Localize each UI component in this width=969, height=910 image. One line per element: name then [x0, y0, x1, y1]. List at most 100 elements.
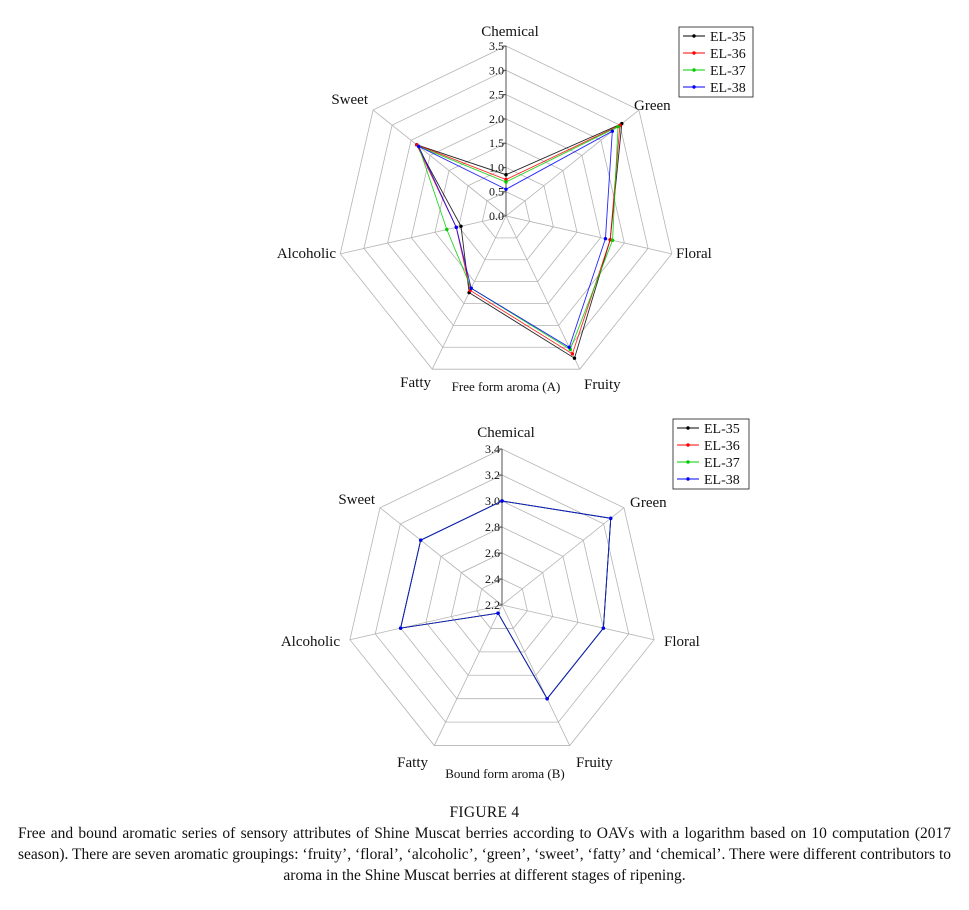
chart-b-point-el-38-green: [609, 516, 613, 520]
chart-a-axis-label-sweet: Sweet: [331, 92, 368, 108]
chart-a-point-el-38-floral: [603, 236, 608, 241]
chart-b-spoke-green: [501, 507, 625, 606]
chart-a-axis-label-fruity: Fruity: [584, 377, 621, 393]
chart-b-grid-ring-2-4: [476, 578, 528, 629]
chart-b-grid-ring-2-8: [425, 526, 579, 676]
chart-a-legend: EL-35 EL-36 EL-37 EL-38: [678, 26, 754, 98]
chart-b-axis-label-fruity: Fruity: [576, 755, 613, 771]
chart-a-title: Free form aroma (A): [452, 379, 561, 394]
chart-a-legend-marker-el-36: [692, 51, 696, 55]
chart-a-axis-label-fatty: Fatty: [400, 375, 431, 391]
chart-b-legend-label-el-37: EL-37: [704, 456, 740, 471]
chart-a-legend-label-el-35: EL-35: [710, 30, 746, 45]
chart-a-grid-ring-2-5: [387, 94, 625, 326]
chart-b-axis-label-sweet: Sweet: [338, 492, 375, 508]
chart-a-tick-label-0-0: 0.0: [489, 209, 504, 223]
chart-b-point-el-38-floral: [601, 626, 606, 630]
figure-4-radar-charts: 0.00.51.01.52.02.53.03.5ChemicalGreenFlo…: [277, 24, 754, 781]
chart-b-tick-label-3-2: 3.2: [485, 468, 500, 482]
chart-a-tick-label-3-5: 3.5: [489, 39, 504, 53]
chart-b-tick-label-2-4: 2.4: [485, 572, 500, 586]
chart-a-tick-label-3-0: 3.0: [489, 63, 504, 77]
chart-a-legend-label-el-37: EL-37: [710, 64, 746, 79]
chart-a-point-el-35-chemical: [504, 173, 508, 177]
chart-b-series-line-el-36: [400, 500, 612, 700]
chart-b-axis-label-chemical: Chemical: [477, 425, 534, 441]
chart-b-series-line-el-38: [400, 500, 612, 700]
chart-a-series-line-el-38: [417, 130, 613, 348]
chart-a-point-el-37-alcoholic: [445, 227, 449, 232]
chart-b-legend: EL-35 EL-36 EL-37 EL-38: [672, 418, 750, 490]
chart-b-tick-label-3-0: 3.0: [485, 494, 500, 508]
chart-a-point-el-37-chemical: [504, 180, 508, 184]
chart-b-tick-label-2-2: 2.2: [485, 598, 500, 612]
chart-b-point-el-38-fruity: [545, 697, 549, 701]
chart-a-point-el-38-green: [610, 129, 615, 133]
chart-b-grid-ring-2-6: [450, 552, 554, 653]
figure-caption-text: Free and bound aromatic series of sensor…: [18, 825, 951, 884]
chart-b-axis-label-fatty: Fatty: [397, 755, 428, 771]
chart-a-series-line-el-36: [415, 124, 621, 355]
chart-a-legend-marker-el-35: [692, 34, 696, 38]
chart-a-series-line-el-35: [415, 122, 623, 359]
chart-b-legend-marker-el-38: [686, 477, 690, 481]
chart-b-title: Bound form aroma (B): [445, 766, 565, 781]
chart-a-point-el-38-chemical: [504, 187, 508, 191]
chart-b-legend-box: [672, 418, 750, 490]
chart-a-axis-label-chemical: Chemical: [481, 24, 538, 40]
chart-a-grid-ring-3-5: [339, 45, 673, 370]
chart-a-point-el-37-floral: [610, 238, 615, 243]
chart-a-tick-label-2-5: 2.5: [489, 88, 504, 102]
chart-a-spoke-fruity: [505, 215, 581, 370]
chart-b-legend-marker-el-37: [686, 460, 690, 464]
chart-b-grid-ring-3-4: [349, 448, 655, 746]
chart-a-spoke-floral: [505, 215, 672, 255]
chart-a-axis-label-floral: Floral: [676, 246, 712, 262]
chart-b-spoke-fatty: [433, 604, 503, 746]
chart-b-legend-marker-el-35: [686, 426, 690, 430]
chart-a-grid-ring-1-0: [458, 166, 554, 261]
chart-b-legend-label-el-38: EL-38: [704, 473, 740, 488]
chart-b-spoke-fruity: [501, 604, 571, 746]
chart-a-legend-box: [678, 26, 754, 98]
chart-b-tick-label-2-8: 2.8: [485, 520, 500, 534]
figure-caption-title: FIGURE 4: [449, 804, 520, 821]
chart-a-point-el-35-fruity: [572, 356, 577, 360]
chart-b-axis-label-floral: Floral: [664, 634, 700, 650]
chart-a-grid-ring-0-5: [481, 191, 531, 239]
chart-b-legend-label-el-35: EL-35: [704, 422, 740, 437]
chart-a-tick-label-2-0: 2.0: [489, 112, 504, 126]
chart-a-point-el-35-alcoholic: [459, 224, 463, 228]
chart-b-tick-label-3-4: 3.4: [485, 442, 500, 456]
chart-a-tick-label-0-5: 0.5: [489, 185, 504, 199]
chart-b-grid-ring-3-2: [374, 474, 630, 723]
chart-b-spoke-alcoholic: [349, 604, 503, 641]
chart-b-point-el-38-fatty: [496, 611, 500, 615]
chart-a-spoke-sweet: [372, 109, 507, 217]
chart-a-tick-label-1-0: 1.0: [489, 160, 504, 174]
chart-a-point-el-38-fruity: [567, 345, 571, 349]
chart-a-point-el-38-sweet: [416, 144, 421, 149]
figure-caption: FIGURE 4 Free and bound aromatic series …: [18, 802, 951, 886]
chart-b-tick-label-2-6: 2.6: [485, 546, 500, 560]
chart-a-point-el-38-alcoholic: [454, 225, 458, 230]
chart-a-series-line-el-37: [417, 125, 619, 351]
chart-b-legend-marker-el-36: [686, 443, 690, 447]
chart-a-point-el-37-green: [616, 124, 620, 129]
chart-a-spoke-alcoholic: [340, 215, 507, 255]
chart-a-point-el-36-chemical: [504, 177, 508, 182]
chart-b-point-el-38-chemical: [500, 499, 504, 503]
chart-b-series-line-el-37: [400, 500, 612, 700]
chart-b-axis-label-green: Green: [630, 495, 667, 511]
chart-b-legend-label-el-36: EL-36: [704, 439, 740, 454]
chart-b-point-el-38-sweet: [418, 538, 423, 542]
chart-a-legend-marker-el-38: [692, 85, 696, 89]
chart-a-axis-label-alcoholic: Alcoholic: [277, 246, 336, 262]
chart-a-grid-ring-1-5: [434, 142, 578, 283]
chart-a-point-el-38-fatty: [469, 286, 473, 290]
chart-b-series-line-el-35: [400, 500, 612, 700]
chart-a-axis-label-green: Green: [634, 98, 671, 114]
chart-a-legend-label-el-38: EL-38: [710, 81, 746, 96]
